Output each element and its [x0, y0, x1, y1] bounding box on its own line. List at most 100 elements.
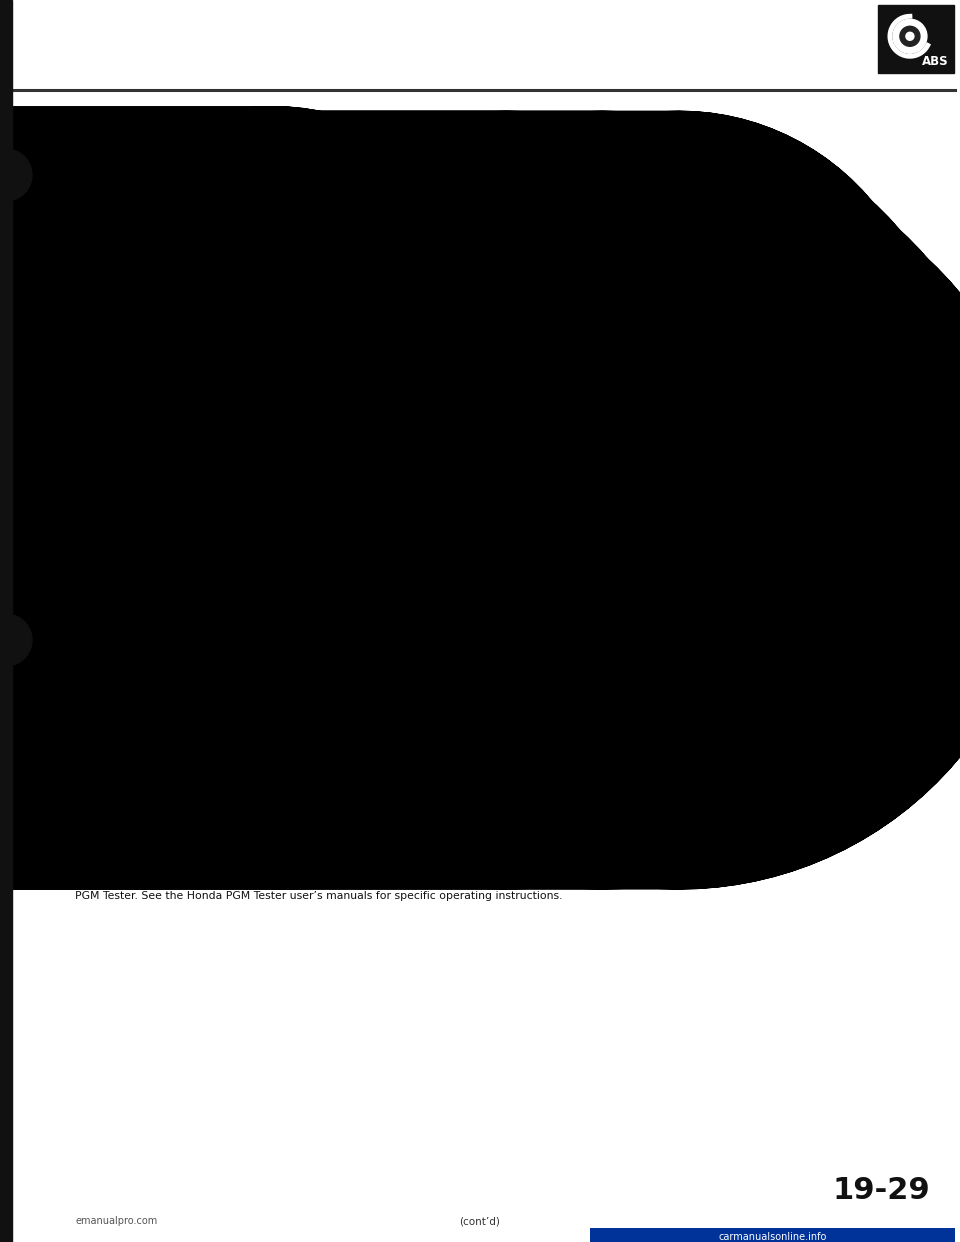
Text: Drive
inhibition: Drive inhibition: [378, 688, 425, 709]
Bar: [522, 720, 600, 756]
Text: When the CPUs detect failure, they shift to the “system down mode” or the “contr: When the CPUs detect failure, they shift…: [75, 621, 632, 631]
Text: Memory: Memory: [705, 694, 745, 704]
Bar: [715, 512, 783, 538]
Text: Self-diagnosis Function: Self-diagnosis Function: [75, 580, 229, 592]
Text: Restart condition: Restart condition: [564, 655, 649, 664]
Text: (cont’d): (cont’d): [460, 1216, 500, 1226]
Text: carmanuaIsonline.info: carmanuaIsonline.info: [719, 1232, 828, 1242]
Text: ABS
CONTROL: ABS CONTROL: [553, 462, 595, 482]
Text: ABS: ABS: [923, 55, 949, 68]
Text: speed based on the detected wheel speed. The control unit detects the vehicle sp: speed based on the detected wheel speed.…: [75, 147, 731, 156]
Bar: [297, 678, 362, 720]
Text: SELECT LOW
SPEED WHEEL: SELECT LOW SPEED WHEEL: [309, 405, 372, 425]
Bar: [522, 642, 600, 678]
Bar: [590, 1228, 955, 1242]
Text: ABS INDICATOR LIGHT: ABS INDICATOR LIGHT: [172, 655, 282, 664]
Bar: [193, 349, 259, 375]
Circle shape: [0, 614, 32, 666]
Text: DETECT
WHEEL SPEED: DETECT WHEEL SPEED: [194, 353, 257, 371]
Bar: [626, 402, 676, 428]
Text: Drive
inhibition: Drive inhibition: [378, 728, 425, 749]
Text: DETECT
WHEEL SPEED: DETECT WHEEL SPEED: [194, 405, 257, 425]
Bar: [690, 642, 760, 678]
Text: ABS
CONTROL: ABS CONTROL: [553, 515, 595, 535]
Bar: [436, 349, 504, 375]
Circle shape: [0, 149, 32, 201]
Bar: [626, 512, 676, 538]
Text: DETECT
WHEEL SPEED: DETECT WHEEL SPEED: [194, 515, 257, 535]
Bar: [690, 720, 760, 756]
Text: Memory: Memory: [705, 733, 745, 743]
Bar: [442, 678, 522, 720]
Text: OFF → ON (II): OFF → ON (II): [612, 694, 678, 704]
Text: ②: Except ABS control: ②: Except ABS control: [75, 805, 196, 815]
Text: ABS Control: ABS Control: [75, 118, 155, 130]
Text: RIGHT-REAR
SOLENOID: RIGHT-REAR SOLENOID: [723, 353, 775, 371]
Bar: [157, 678, 297, 720]
Text: ③: During ABS control: ③: During ABS control: [75, 818, 195, 828]
Text: LEFT-REAR
WHEEL SENSOR: LEFT-REAR WHEEL SENSOR: [78, 405, 146, 425]
Bar: [362, 678, 442, 720]
Bar: [305, 402, 377, 428]
Text: LEFT FRONT
SOLENOID: LEFT FRONT SOLENOID: [723, 515, 776, 535]
Text: ①: Initial diagnosis: ①: Initial diagnosis: [75, 792, 177, 802]
Bar: [690, 642, 760, 678]
Text: rate of deceleration.: rate of deceleration.: [75, 159, 186, 169]
Bar: [78, 402, 146, 428]
Text: No
operation: No operation: [305, 688, 353, 709]
Bar: [193, 460, 259, 484]
Text: *1: Except CPU failure: *1: Except CPU failure: [653, 761, 760, 771]
Bar: [193, 402, 259, 428]
Text: REAR
DETECT
SLIP RATE: REAR DETECT SLIP RATE: [448, 347, 492, 376]
Bar: [548, 349, 600, 375]
Text: SOLENOID
VALVE: SOLENOID VALVE: [376, 650, 428, 671]
Text: ABS
CONTROL: ABS CONTROL: [553, 353, 595, 371]
Bar: [309, 334, 381, 360]
Text: LEFT-FRONT
WHEEL SENSOR: LEFT-FRONT WHEEL SENSOR: [78, 515, 146, 535]
Text: The ABS control unit is equipped with a main CPU and a sub CPU, that check each : The ABS control unit is equipped with a …: [75, 595, 633, 605]
Text: ④: During warning: ④: During warning: [75, 831, 176, 841]
Bar: [442, 720, 522, 756]
Bar: [297, 642, 362, 678]
Text: DRIVE
SOLENOID: DRIVE SOLENOID: [628, 515, 674, 535]
Text: RIGHT-FRONT
SOLENOID: RIGHT-FRONT SOLENOID: [720, 462, 779, 482]
Bar: [157, 642, 297, 678]
Text: The CPUs check the circuit of the system.: The CPUs check the circuit of the system…: [75, 609, 301, 619]
Text: DRIVE
SOLENOID: DRIVE SOLENOID: [628, 353, 674, 371]
Bar: [362, 642, 442, 678]
Bar: [157, 720, 297, 756]
Text: RIGHT-FRONT
DETECT
SLIP RATE: RIGHT-FRONT DETECT SLIP RATE: [441, 457, 499, 487]
Text: The ABS system can be diagnosed with the Honda PGM Tester.: The ABS system can be diagnosed with the…: [75, 864, 417, 876]
Circle shape: [900, 26, 920, 46]
Bar: [690, 678, 760, 720]
Text: The pressure reduction control has three modes: pressure reducing, pressure reta: The pressure reduction control has three…: [75, 199, 738, 209]
Text: DETECT
VEHICLE SPEED: DETECT VEHICLE SPEED: [310, 338, 380, 356]
Bar: [436, 460, 504, 484]
Text: PGM Tester. See the Honda PGM Tester user’s manuals for specific operating instr: PGM Tester. See the Honda PGM Tester use…: [75, 891, 563, 900]
Bar: [193, 512, 259, 538]
Text: The ABS control unit calculates the slip rate of each wheel, and it transmits th: The ABS control unit calculates the slip…: [75, 173, 705, 183]
Text: DRIVE
SOLENOID: DRIVE SOLENOID: [628, 405, 674, 425]
Bar: [548, 512, 600, 538]
Bar: [522, 720, 690, 756]
Text: solenoid valve when the slip rate is high.: solenoid valve when the slip rate is hig…: [75, 186, 299, 196]
Text: DETECT
WHEEL SPEED: DETECT WHEEL SPEED: [194, 462, 257, 482]
Bar: [626, 349, 676, 375]
Bar: [600, 720, 690, 756]
Bar: [442, 642, 522, 678]
Bar: [715, 402, 783, 428]
Text: LEFT-FRONT
DETECT
SLIP RATE: LEFT-FRONT DETECT SLIP RATE: [444, 510, 496, 540]
Bar: [78, 512, 146, 538]
Bar: [75, 720, 157, 756]
Text: DTC: DTC: [715, 655, 735, 664]
Bar: [78, 349, 146, 375]
Text: emanualpro.com: emanualpro.com: [75, 1216, 157, 1226]
Text: DRIVE
SOLENOID: DRIVE SOLENOID: [628, 462, 674, 482]
Text: On-board Diagnosis Function: On-board Diagnosis Function: [75, 850, 267, 863]
Bar: [715, 460, 783, 484]
Text: ON: ON: [220, 694, 234, 704]
Text: The ABS control unit detects the wheel speed based on the wheel sensor signal it: The ABS control unit detects the wheel s…: [75, 133, 735, 143]
Bar: [600, 678, 690, 720]
Bar: [362, 720, 442, 756]
Text: LEFT REAR
SOLENOID: LEFT REAR SOLENOID: [726, 405, 772, 425]
